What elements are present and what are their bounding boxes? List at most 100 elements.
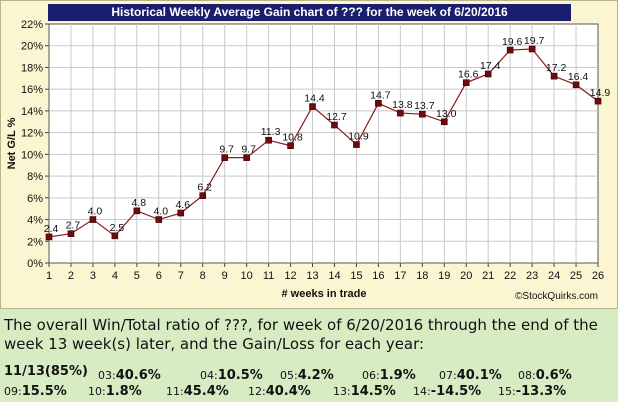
year-gain-item: 14:-14.5% <box>413 380 481 399</box>
year-label: 11: <box>166 385 184 398</box>
data-label: 16.4 <box>568 71 589 83</box>
data-label: 14.9 <box>590 87 611 99</box>
x-tick-label: 8 <box>200 270 206 282</box>
x-tick-label: 14 <box>328 270 340 282</box>
x-tick-label: 25 <box>570 270 582 282</box>
line-chart: 0%2%4%6%8%10%12%14%16%18%20%22%1 2 3 4 5 6 7 8 9… <box>6 19 611 302</box>
win-total-ratio: 11/13(85%) <box>4 364 88 379</box>
data-label: 16.6 <box>458 69 479 81</box>
x-tick-label: 13 <box>306 270 318 282</box>
year-gain-item: 03:40.6% <box>98 364 161 383</box>
data-label: 4.6 <box>175 199 190 211</box>
data-label: 2.5 <box>110 222 125 234</box>
data-point <box>309 103 316 110</box>
y-tick-label: 2% <box>27 236 43 248</box>
x-tick-label: 2 <box>68 270 74 282</box>
data-point <box>397 109 404 117</box>
data-label: 4.0 <box>153 206 168 218</box>
y-tick-label: 6% <box>27 193 43 205</box>
series-line <box>48 48 599 238</box>
x-tick-label: 3 <box>90 270 96 282</box>
data-label: 4.0 <box>88 206 103 218</box>
data-label: 10.8 <box>282 132 303 144</box>
chart-panel: Historical Weekly Average Gain chart of … <box>0 0 618 309</box>
y-tick-label: 16% <box>21 84 43 96</box>
data-point <box>462 79 470 86</box>
x-tick-label: 1 <box>46 270 52 282</box>
year-label: 06: <box>362 369 380 382</box>
x-tick-label: 15 <box>350 270 362 282</box>
x-tick-label: 12 <box>284 270 296 282</box>
data-label: 2.4 <box>44 223 59 235</box>
data-label: 14.4 <box>304 93 325 105</box>
data-point <box>177 209 185 217</box>
y-tick-label: 12% <box>21 128 43 140</box>
data-point <box>331 121 338 129</box>
data-point <box>221 154 228 161</box>
data-point <box>440 118 448 126</box>
data-label: 19.6 <box>502 36 523 48</box>
x-tick-label: 23 <box>526 270 538 282</box>
year-gain-item: 15:-13.3% <box>498 380 566 399</box>
x-tick-label: 10 <box>241 270 253 282</box>
year-gain-item: 04:10.5% <box>200 364 263 383</box>
data-point <box>67 230 75 237</box>
year-gain-value: 4.2% <box>297 368 334 383</box>
year-label: 08: <box>518 369 536 382</box>
data-label: 17.4 <box>480 60 501 72</box>
x-tick-label: 24 <box>548 270 560 282</box>
year-gain-item: 07:40.1% <box>439 364 502 383</box>
y-tick-label: 4% <box>27 215 43 227</box>
data-label: 12.7 <box>326 111 347 123</box>
x-axis-label: # weeks in trade <box>282 288 367 300</box>
data-label: 13.7 <box>414 100 435 112</box>
y-tick-label: 10% <box>21 149 43 161</box>
year-gain-item: 06:1.9% <box>362 364 416 383</box>
year-label: 09: <box>4 385 22 398</box>
year-label: 05: <box>280 369 298 382</box>
data-point <box>594 97 602 105</box>
data-label: 9.7 <box>219 144 234 156</box>
year-gain-value: 40.1% <box>456 368 502 383</box>
gain-loss-row: 11/13(85%) 03:40.6% 04:10.5% 05:4.2% 06:1.9%… <box>4 364 616 383</box>
x-tick-label: 20 <box>460 270 472 282</box>
data-label: 10.9 <box>348 131 369 143</box>
data-label: 19.7 <box>524 35 545 47</box>
y-tick-label: 8% <box>27 171 43 183</box>
year-gain-value: 40.4% <box>265 384 311 399</box>
data-point <box>199 192 207 199</box>
year-gain-value: 1.8% <box>105 384 142 399</box>
year-gain-value: 0.6% <box>535 368 572 383</box>
x-tick-label: 22 <box>504 270 516 282</box>
data-label: 17.2 <box>546 62 567 74</box>
data-point <box>155 216 163 223</box>
year-gain-value: -13.3% <box>515 384 567 399</box>
year-label: 10: <box>88 385 106 398</box>
x-tick-label: 4 <box>112 270 118 282</box>
year-gain-item: 13:14.5% <box>333 380 396 399</box>
year-label: 13: <box>333 385 351 398</box>
year-gain-value: 40.6% <box>115 368 161 383</box>
data-label: 11.3 <box>261 126 281 138</box>
data-point <box>375 100 382 107</box>
year-gain-item: 12:40.4% <box>248 380 311 399</box>
year-label: 07: <box>439 369 457 382</box>
year-gain-value: 45.4% <box>183 384 229 399</box>
y-tick-label: 22% <box>21 19 43 31</box>
data-point <box>243 154 250 161</box>
x-tick-label: 11 <box>263 270 274 282</box>
data-label: 13.8 <box>392 99 413 111</box>
data-label: 2.7 <box>66 220 81 232</box>
year-gain-item: 09:15.5% <box>4 380 67 399</box>
data-point <box>572 81 580 89</box>
gain-loss-row: 09:15.5% 10:1.8% 11:45.4% 12:40.4% 13:14.5% 1… <box>4 380 616 399</box>
data-point <box>353 141 360 148</box>
data-point <box>89 216 97 223</box>
data-label: 9.7 <box>241 144 256 156</box>
year-gain-item: 10:1.8% <box>88 380 142 399</box>
year-gain-value: 1.9% <box>379 368 416 383</box>
data-label: 14.7 <box>370 89 391 101</box>
data-point <box>528 45 536 53</box>
data-label: 6.2 <box>197 182 212 194</box>
year-gain-item: 05:4.2% <box>280 364 334 383</box>
